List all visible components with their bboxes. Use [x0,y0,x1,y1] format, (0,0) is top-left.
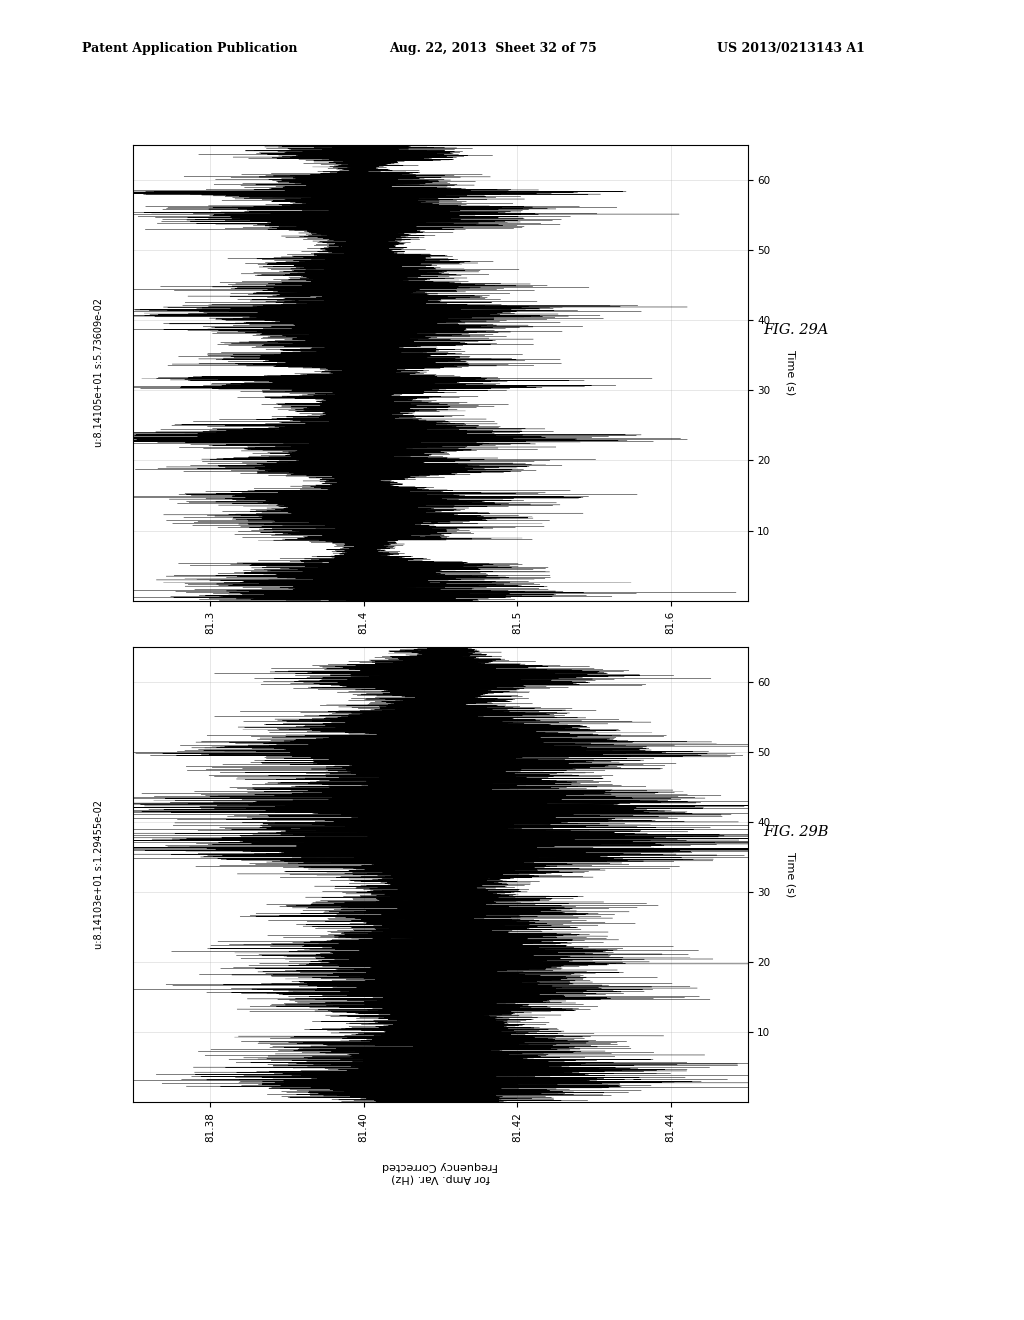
Text: Patent Application Publication: Patent Application Publication [82,42,297,55]
Text: for Amp. Var. (Hz)
Frequency Corrected: for Amp. Var. (Hz) Frequency Corrected [382,1162,499,1183]
Y-axis label: Time (s): Time (s) [785,851,796,898]
Text: FIG. 29B: FIG. 29B [763,825,828,838]
Text: Frequency (Hz)
SV1 RAW: Frequency (Hz) SV1 RAW [398,660,482,681]
Y-axis label: Time (s): Time (s) [785,350,796,396]
Text: FIG. 29A: FIG. 29A [763,323,828,337]
Text: u:8.14105e+01 s:5.73609e-02: u:8.14105e+01 s:5.73609e-02 [94,298,104,447]
Text: u:8.14103e+01 s:1.29455e-02: u:8.14103e+01 s:1.29455e-02 [94,800,104,949]
Text: Aug. 22, 2013  Sheet 32 of 75: Aug. 22, 2013 Sheet 32 of 75 [389,42,597,55]
Text: US 2013/0213143 A1: US 2013/0213143 A1 [717,42,864,55]
